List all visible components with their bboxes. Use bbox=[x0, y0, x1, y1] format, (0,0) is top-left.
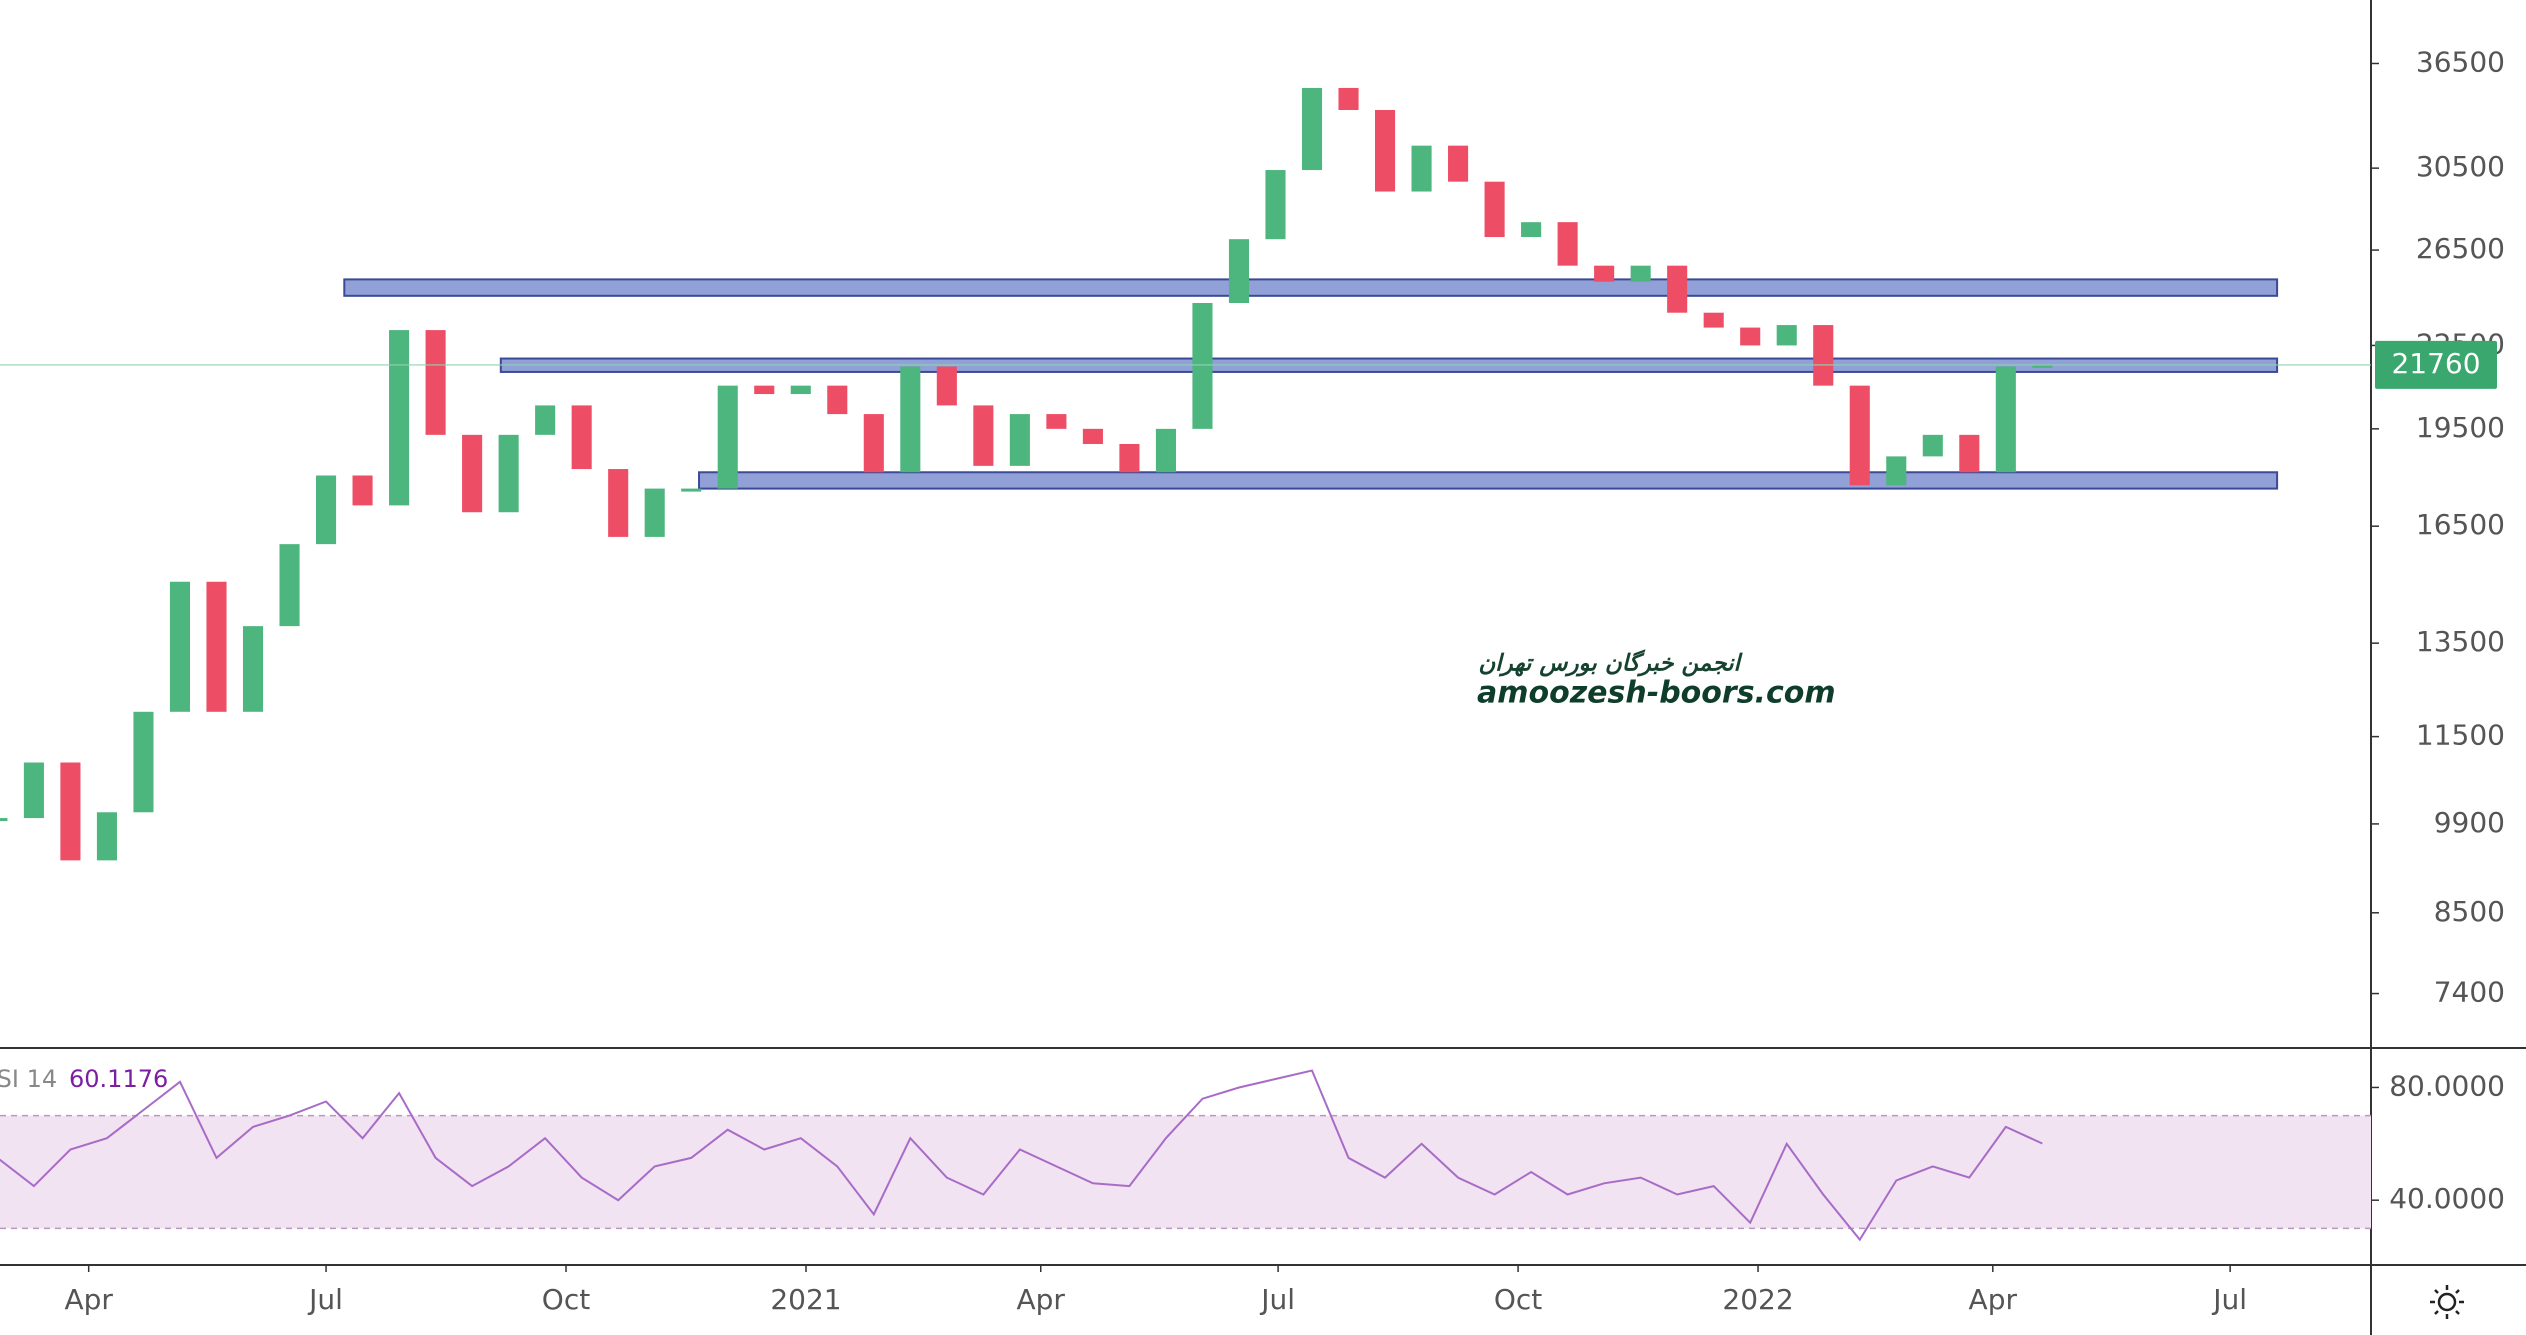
candle bbox=[717, 385, 738, 489]
x-tick-label: 2022 bbox=[1722, 1283, 1793, 1316]
watermark-persian: انجمن خبرگان بورس تهران bbox=[1478, 649, 1743, 678]
candle bbox=[1630, 265, 1651, 282]
candle bbox=[1009, 414, 1030, 466]
y-tick-label: 40.0000 bbox=[2389, 1182, 2505, 1215]
rsi-band bbox=[0, 1115, 2371, 1229]
candle bbox=[1265, 170, 1286, 240]
candle bbox=[169, 581, 191, 712]
support-resistance-zone bbox=[343, 278, 2279, 297]
candle bbox=[644, 488, 665, 537]
candle bbox=[1192, 302, 1213, 429]
candle bbox=[1448, 145, 1469, 182]
candle bbox=[900, 366, 921, 473]
y-tick-label: 30500 bbox=[2416, 150, 2505, 183]
candle bbox=[1228, 239, 1250, 303]
x-tick-label: Oct bbox=[1494, 1283, 1542, 1316]
last-price-box bbox=[2375, 340, 2497, 389]
y-tick-label: 80.0000 bbox=[2389, 1069, 2505, 1102]
candle bbox=[1995, 366, 2016, 473]
candle bbox=[1740, 327, 1761, 346]
candle bbox=[1119, 443, 1140, 473]
candle bbox=[1703, 312, 1724, 328]
candle bbox=[462, 434, 483, 513]
candle bbox=[206, 581, 227, 712]
y-tick-label: 11500 bbox=[2416, 719, 2505, 752]
candle bbox=[352, 475, 373, 506]
rsi-last-value: 60.1176 bbox=[69, 1065, 168, 1093]
candle bbox=[60, 762, 81, 861]
y-tick-label: 13500 bbox=[2416, 625, 2505, 658]
candle bbox=[425, 330, 446, 435]
x-tick-label: Apr bbox=[1017, 1283, 1066, 1316]
candle bbox=[0, 818, 8, 822]
candle bbox=[754, 385, 775, 395]
x-tick-label: Jul bbox=[2211, 1283, 2247, 1316]
watermark-site: amoozesh-boors.com bbox=[1477, 676, 1836, 711]
x-tick-label: Apr bbox=[1969, 1283, 2018, 1316]
candle bbox=[1594, 265, 1615, 282]
candle bbox=[1959, 434, 1980, 473]
candle bbox=[96, 812, 117, 861]
y-tick-label: 9900 bbox=[2434, 806, 2505, 839]
candle bbox=[827, 385, 848, 415]
price-pane bbox=[0, 87, 2279, 861]
rsi-title: RSI 14 bbox=[0, 1065, 57, 1093]
candle bbox=[23, 762, 44, 819]
candle bbox=[1557, 222, 1578, 266]
x-tick-label: Oct bbox=[542, 1283, 590, 1316]
candle bbox=[1813, 325, 1834, 386]
candle bbox=[133, 711, 154, 813]
rsi-line bbox=[0, 1069, 2043, 1242]
candle bbox=[936, 366, 957, 406]
candle bbox=[608, 469, 629, 537]
y-tick-label: 36500 bbox=[2416, 45, 2505, 78]
candle bbox=[1338, 87, 1359, 110]
x-tick-label: Apr bbox=[64, 1283, 113, 1316]
candle bbox=[1849, 385, 1870, 486]
candle bbox=[1521, 222, 1542, 238]
candle bbox=[1411, 145, 1432, 192]
x-tick-label: Jul bbox=[1259, 1283, 1295, 1316]
candle bbox=[1374, 109, 1396, 192]
candle bbox=[2032, 364, 2053, 368]
candle bbox=[389, 330, 410, 506]
candle bbox=[1046, 414, 1067, 429]
candle bbox=[681, 488, 702, 492]
x-tick-label: 2021 bbox=[770, 1283, 841, 1316]
candle bbox=[1082, 428, 1103, 444]
candle bbox=[790, 385, 811, 395]
y-tick-label: 19500 bbox=[2416, 411, 2505, 444]
candle bbox=[316, 475, 337, 545]
candle bbox=[571, 405, 592, 470]
y-tick-label: 7400 bbox=[2434, 976, 2505, 1009]
candle bbox=[242, 626, 264, 712]
settings-icon[interactable] bbox=[2430, 1285, 2464, 1319]
y-tick-label: 8500 bbox=[2434, 895, 2505, 928]
candle bbox=[863, 414, 884, 473]
candle bbox=[1922, 434, 1943, 457]
rsi-pane bbox=[0, 1069, 2371, 1242]
candle bbox=[1301, 87, 1323, 171]
candle bbox=[1484, 181, 1505, 238]
candle bbox=[1155, 428, 1176, 473]
candle bbox=[535, 405, 556, 435]
support-resistance-zone bbox=[698, 471, 2279, 490]
candle bbox=[973, 405, 994, 466]
y-tick-label: 26500 bbox=[2416, 232, 2505, 265]
y-tick-label: 16500 bbox=[2416, 508, 2505, 541]
x-tick-label: Jul bbox=[307, 1283, 343, 1316]
candle bbox=[1667, 265, 1688, 313]
candle bbox=[279, 544, 300, 627]
candle bbox=[498, 434, 519, 513]
last-price-label: 21760 bbox=[2391, 347, 2480, 380]
candle bbox=[1886, 456, 1907, 486]
candle bbox=[1776, 325, 1797, 346]
